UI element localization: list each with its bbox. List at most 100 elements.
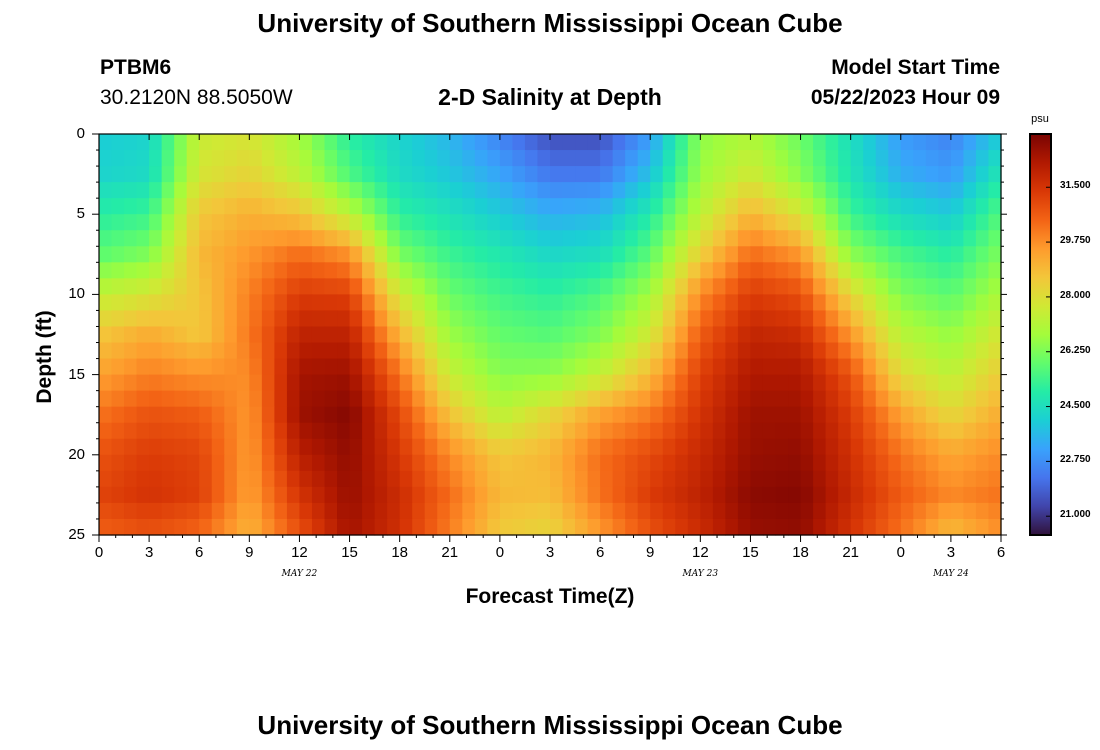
heatmap-cell xyxy=(900,166,914,183)
heatmap-cell xyxy=(587,358,601,376)
heatmap-cell xyxy=(587,262,601,279)
heatmap-cell xyxy=(474,518,488,536)
heatmap-cell xyxy=(737,262,752,279)
heatmap-cell xyxy=(913,358,927,376)
heatmap-cell xyxy=(950,326,965,344)
heatmap-cell xyxy=(211,134,225,151)
heatmap-cell xyxy=(349,438,363,456)
heatmap-cell xyxy=(199,454,213,472)
heatmap-cell xyxy=(850,454,864,472)
heatmap-cell xyxy=(199,438,213,456)
heatmap-cell xyxy=(838,470,852,488)
heatmap-cell xyxy=(161,502,175,520)
heatmap-cell xyxy=(299,294,313,312)
heatmap-cell xyxy=(800,358,814,376)
heatmap-cell xyxy=(512,310,526,328)
heatmap-cell xyxy=(813,310,827,328)
heatmap-cell xyxy=(261,166,275,183)
heatmap-cell xyxy=(700,342,714,360)
heatmap-cell xyxy=(762,150,777,167)
heatmap-cell xyxy=(224,214,238,231)
heatmap-cell xyxy=(637,278,651,295)
heatmap-cell xyxy=(650,342,664,360)
heatmap-cell xyxy=(850,326,864,344)
heatmap-cell xyxy=(800,502,814,520)
heatmap-cell xyxy=(925,294,939,312)
heatmap-cell xyxy=(913,470,927,488)
heatmap-cell xyxy=(274,374,288,392)
heatmap-cell xyxy=(136,374,150,392)
heatmap-cell xyxy=(399,150,413,167)
heatmap-cell xyxy=(600,198,614,215)
heatmap-cell xyxy=(950,134,965,151)
heatmap-cell xyxy=(199,310,213,328)
heatmap-cell xyxy=(975,454,990,472)
heatmap-cell xyxy=(975,326,990,344)
heatmap-cell xyxy=(99,518,113,536)
heatmap-cell xyxy=(612,150,626,167)
heatmap-cell xyxy=(412,518,426,536)
heatmap-cell xyxy=(888,262,902,279)
heatmap-cell xyxy=(725,230,739,247)
heatmap-cell xyxy=(374,214,388,231)
heatmap-cell xyxy=(813,198,827,215)
heatmap-cell xyxy=(274,214,288,231)
heatmap-cell xyxy=(975,214,990,231)
heatmap-cell xyxy=(863,454,877,472)
heatmap-cell xyxy=(136,422,150,440)
heatmap-cell xyxy=(512,294,526,312)
heatmap-cell xyxy=(474,422,488,440)
heatmap-cell xyxy=(675,470,689,488)
heatmap-cell xyxy=(900,134,914,151)
heatmap-cell xyxy=(600,182,614,199)
heatmap-cell xyxy=(575,374,589,392)
heatmap-cell xyxy=(863,342,877,360)
heatmap-cell xyxy=(324,438,338,456)
heatmap-cell xyxy=(875,470,889,488)
heatmap-cell xyxy=(437,390,451,408)
heatmap-cell xyxy=(337,390,351,408)
heatmap-cell xyxy=(925,262,939,279)
heatmap-cell xyxy=(637,326,651,344)
heatmap-cell xyxy=(700,134,714,151)
heatmap-cell xyxy=(687,310,701,328)
heatmap-cell xyxy=(963,518,977,536)
heatmap-cell xyxy=(474,486,488,504)
heatmap-cell xyxy=(825,294,839,312)
heatmap-cell xyxy=(650,502,664,520)
heatmap-cell xyxy=(988,374,1002,392)
heatmap-cell xyxy=(788,502,802,520)
heatmap-cell xyxy=(286,342,301,360)
heatmap-cell xyxy=(161,438,175,456)
heatmap-cell xyxy=(124,182,138,199)
heatmap-cell xyxy=(399,230,413,247)
heatmap-cell xyxy=(600,390,614,408)
heatmap-cell xyxy=(174,166,188,183)
heatmap-cell xyxy=(261,134,275,151)
heatmap-cell xyxy=(211,358,225,376)
heatmap-cell xyxy=(900,454,914,472)
heatmap-cell xyxy=(387,198,401,215)
heatmap-cell xyxy=(236,278,250,295)
heatmap-cell xyxy=(462,518,476,536)
heatmap-cell xyxy=(988,358,1002,376)
heatmap-cell xyxy=(236,438,250,456)
heatmap-cell xyxy=(888,502,902,520)
heatmap-cell xyxy=(324,278,338,295)
heatmap-cell xyxy=(950,486,965,504)
heatmap-cell xyxy=(963,198,977,215)
heatmap-cell xyxy=(487,278,501,295)
heatmap-cell xyxy=(687,454,701,472)
heatmap-cell xyxy=(587,438,601,456)
heatmap-cell xyxy=(324,294,338,312)
heatmap-cell xyxy=(399,214,413,231)
heatmap-cell xyxy=(487,518,501,536)
heatmap-cell xyxy=(374,150,388,167)
heatmap-cell xyxy=(412,150,426,167)
heatmap-cell xyxy=(387,278,401,295)
heatmap-cell xyxy=(913,150,927,167)
heatmap-cell xyxy=(111,342,125,360)
heatmap-cell xyxy=(349,150,363,167)
heatmap-cell xyxy=(650,246,664,263)
